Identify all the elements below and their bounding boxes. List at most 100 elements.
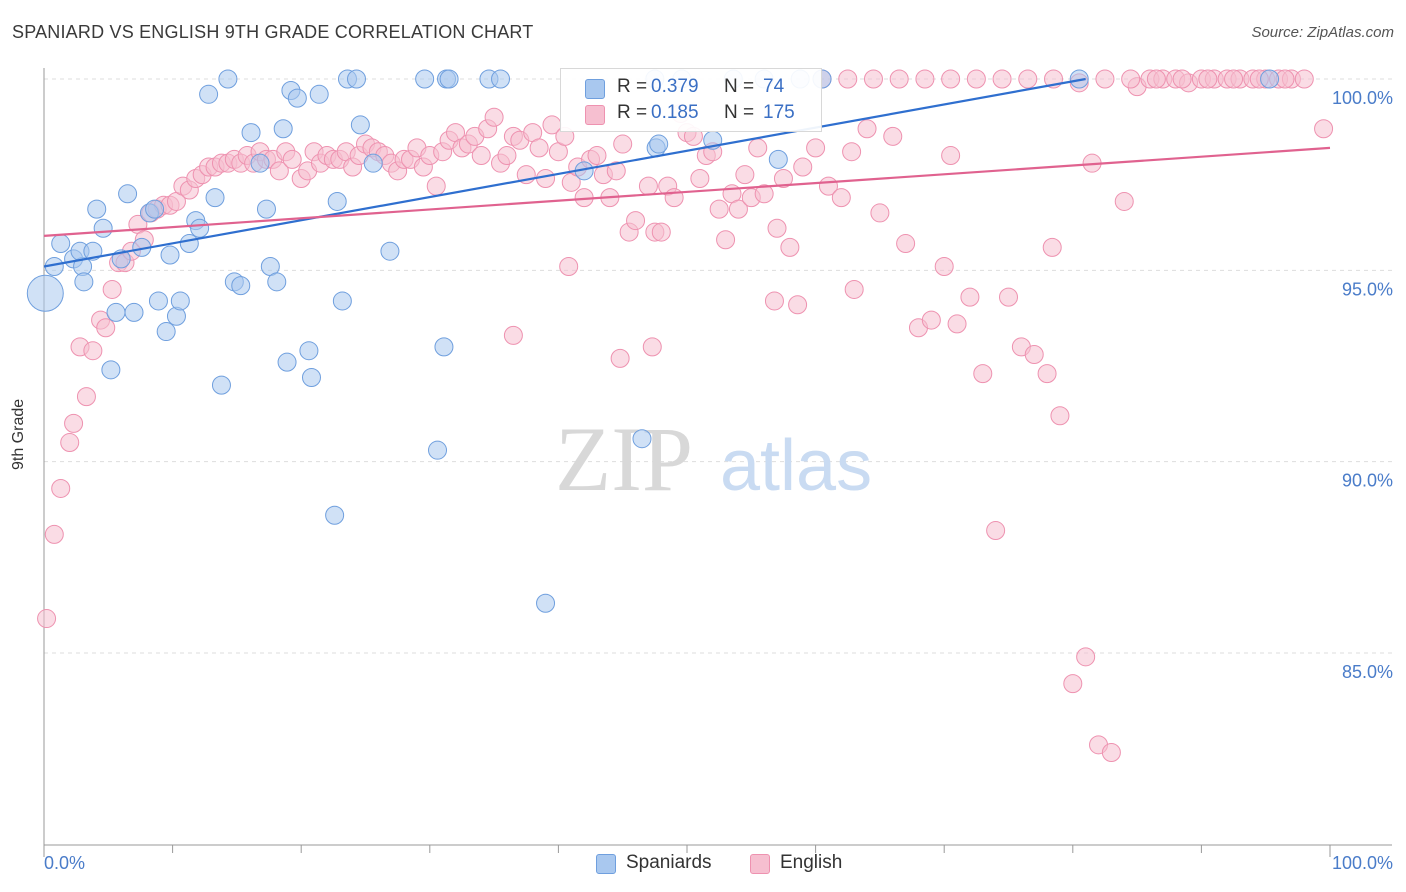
english-point bbox=[1101, 742, 1121, 762]
english-point bbox=[1314, 119, 1334, 139]
spaniards-point bbox=[491, 69, 511, 89]
spaniards-point bbox=[363, 153, 383, 173]
english-point bbox=[728, 199, 748, 219]
english-point bbox=[651, 222, 671, 242]
spaniards-point bbox=[145, 199, 165, 219]
english-point bbox=[716, 230, 736, 250]
spaniards-point bbox=[439, 69, 459, 89]
english-point bbox=[1024, 345, 1044, 365]
english-point bbox=[626, 211, 646, 231]
english-point bbox=[610, 348, 630, 368]
english-point bbox=[896, 234, 916, 254]
spaniards-point bbox=[101, 360, 121, 380]
english-point bbox=[1114, 191, 1134, 211]
english-point bbox=[764, 291, 784, 311]
english-point bbox=[1042, 237, 1062, 257]
english-point bbox=[44, 524, 64, 544]
english-point bbox=[883, 126, 903, 146]
english-point bbox=[1095, 69, 1115, 89]
spaniards-point bbox=[273, 119, 293, 139]
english-point bbox=[992, 69, 1012, 89]
spaniards-point bbox=[83, 241, 103, 261]
english-point bbox=[709, 199, 729, 219]
spaniards-point bbox=[218, 69, 238, 89]
spaniards-point bbox=[267, 272, 287, 292]
watermark-zip: ZIP bbox=[555, 408, 693, 510]
trend-lines bbox=[43, 77, 1331, 268]
spaniards-point bbox=[309, 84, 329, 104]
spaniards-point bbox=[156, 322, 176, 342]
english-point bbox=[83, 341, 103, 361]
spaniards-point bbox=[415, 69, 435, 89]
english-point bbox=[536, 168, 556, 188]
spaniards-point bbox=[380, 241, 400, 261]
y-tick-label: 100.0% bbox=[1332, 88, 1393, 108]
english-point bbox=[921, 310, 941, 330]
spaniards-point bbox=[277, 352, 297, 372]
english-point bbox=[1172, 69, 1192, 89]
english-point bbox=[793, 157, 813, 177]
english-point bbox=[64, 413, 84, 433]
legend-row-spaniards: R = 0.379 N = 74 bbox=[561, 75, 821, 101]
english-point bbox=[735, 165, 755, 185]
english-point bbox=[76, 387, 96, 407]
spaniards-point bbox=[428, 440, 448, 460]
english-point bbox=[831, 188, 851, 208]
spaniards-point bbox=[256, 199, 276, 219]
english-point bbox=[96, 318, 116, 338]
english-point bbox=[960, 287, 980, 307]
english-point bbox=[842, 142, 862, 162]
legend-swatch-spaniards bbox=[585, 79, 605, 99]
spaniards-point bbox=[51, 234, 71, 254]
legend-swatch-english bbox=[750, 854, 770, 874]
spaniards-point bbox=[160, 245, 180, 265]
series-spaniards bbox=[26, 69, 1280, 613]
y-tick-label: 90.0% bbox=[1342, 471, 1393, 491]
legend-row-english: R = 0.185 N = 175 bbox=[561, 101, 821, 127]
english-point bbox=[863, 69, 883, 89]
english-point bbox=[773, 168, 793, 188]
english-point bbox=[941, 146, 961, 166]
spaniards-point bbox=[211, 375, 231, 395]
spaniards-point bbox=[26, 274, 64, 312]
spaniards-point bbox=[1260, 69, 1280, 89]
english-point bbox=[484, 107, 504, 127]
spaniards-point bbox=[118, 184, 138, 204]
legend-swatch-english bbox=[585, 105, 605, 125]
english-point bbox=[748, 138, 768, 158]
english-point bbox=[1063, 674, 1083, 694]
english-point bbox=[870, 203, 890, 223]
spaniards-point bbox=[287, 88, 307, 108]
english-point bbox=[915, 69, 935, 89]
spaniards-point bbox=[124, 302, 144, 322]
legend-swatch-spaniards bbox=[596, 854, 616, 874]
english-point bbox=[754, 184, 774, 204]
english-point bbox=[1076, 647, 1096, 667]
spaniards-point bbox=[170, 291, 190, 311]
english-point bbox=[838, 69, 858, 89]
english-point bbox=[1050, 406, 1070, 426]
legend-label-spaniards: Spaniards bbox=[626, 852, 712, 873]
spaniards-point bbox=[93, 218, 113, 238]
spaniards-point bbox=[301, 367, 321, 387]
series-legend: Spaniards English bbox=[0, 852, 1406, 878]
spaniards-point bbox=[768, 149, 788, 169]
english-point bbox=[559, 257, 579, 277]
spaniards-point bbox=[1069, 69, 1089, 89]
spaniards-point bbox=[536, 593, 556, 613]
y-tick-label: 95.0% bbox=[1342, 279, 1393, 299]
legend-n-label: N = bbox=[724, 76, 755, 97]
legend-n-label: N = bbox=[724, 102, 755, 123]
english-point bbox=[529, 138, 549, 158]
english-point bbox=[986, 521, 1006, 541]
english-point bbox=[1224, 69, 1244, 89]
trend-line-spaniards bbox=[43, 77, 1086, 268]
spaniards-point bbox=[632, 429, 652, 449]
watermark-atlas: atlas bbox=[720, 426, 872, 506]
chart-title: SPANIARD VS ENGLISH 9TH GRADE CORRELATIO… bbox=[12, 22, 534, 42]
spaniards-point bbox=[434, 337, 454, 357]
english-point bbox=[1146, 69, 1166, 89]
spaniards-point bbox=[199, 84, 219, 104]
legend-r-label: R = bbox=[617, 76, 648, 97]
english-point bbox=[613, 134, 633, 154]
